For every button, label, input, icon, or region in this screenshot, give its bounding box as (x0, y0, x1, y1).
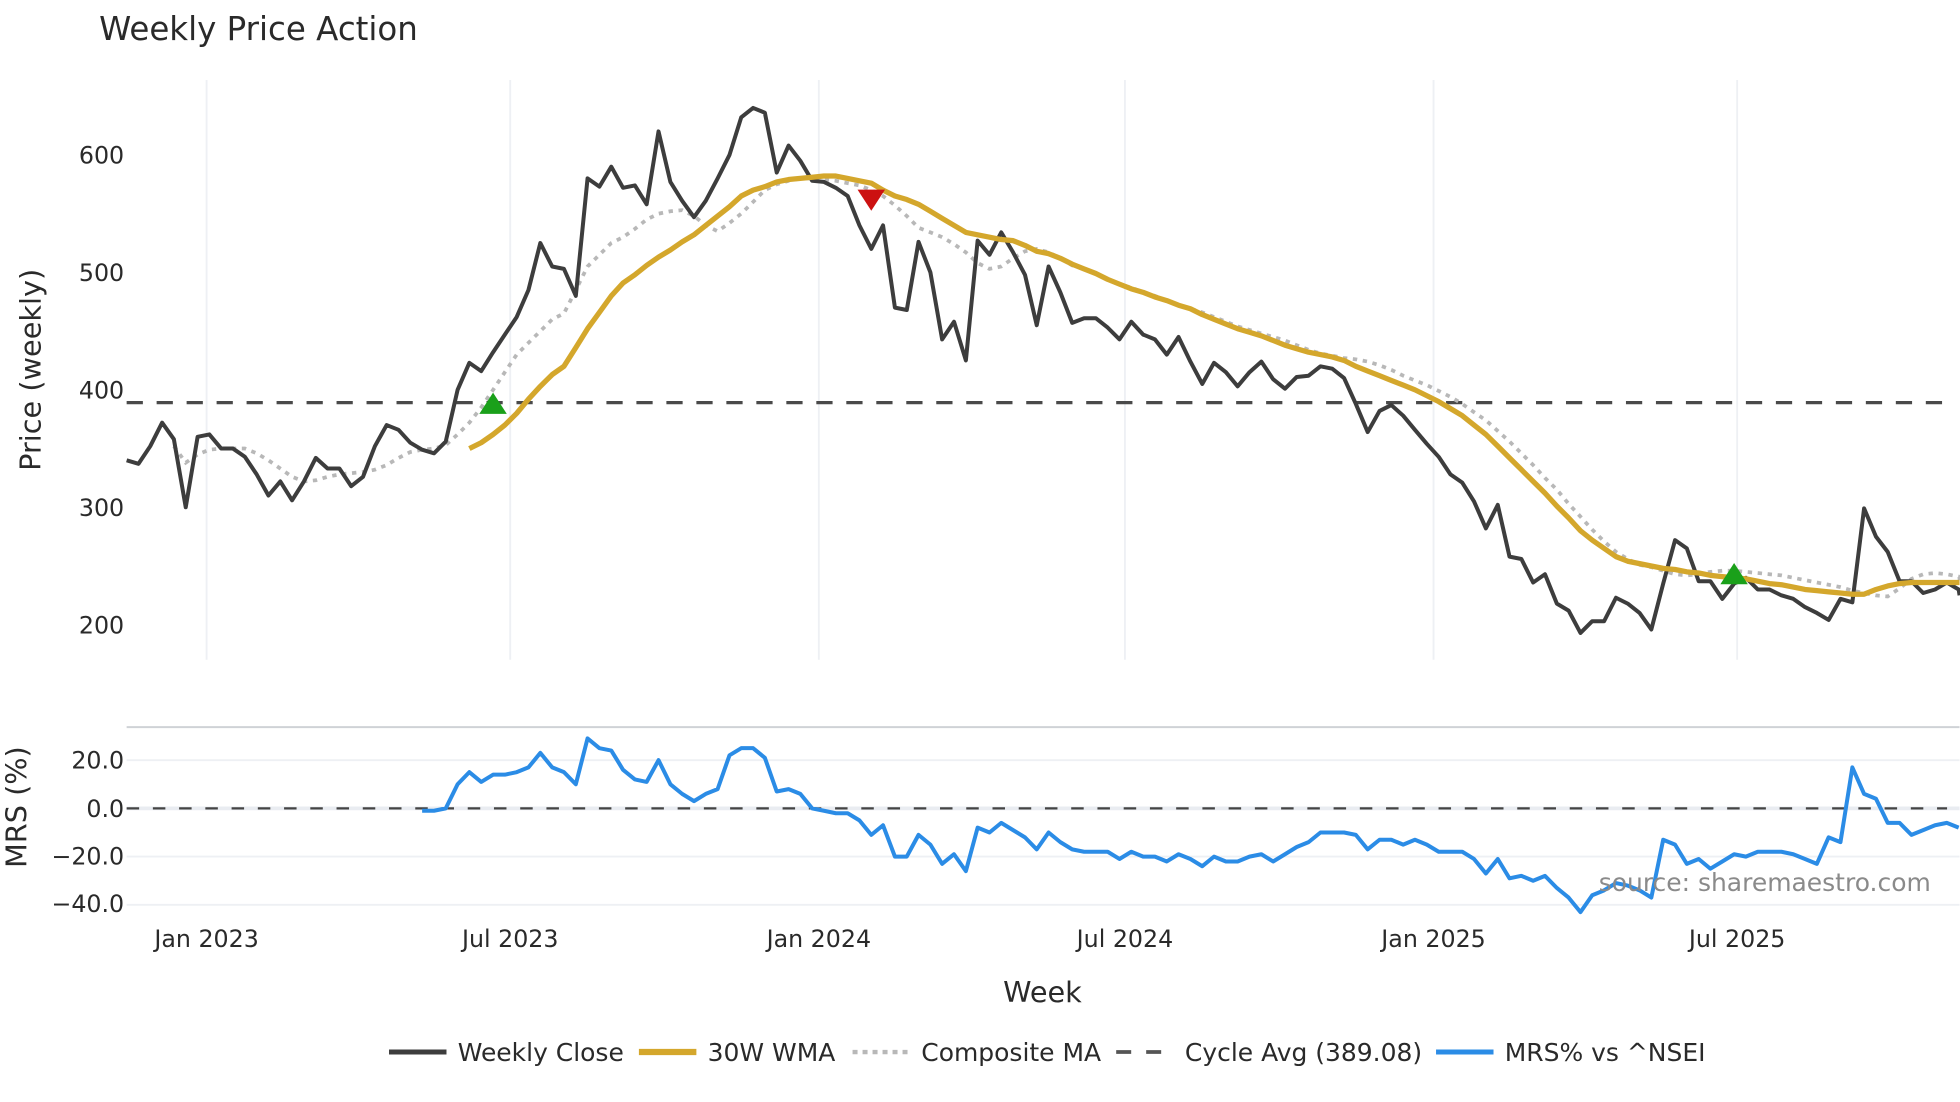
chart-title: Weekly Price Action (99, 10, 418, 48)
mrs-axis-title: MRS (%) (0, 746, 34, 868)
xtick-jan-2023: Jan 2023 (152, 925, 258, 953)
legend-label-weekly-close: Weekly Close (458, 1038, 624, 1067)
sell-signal-triangle-down-icon (857, 189, 886, 211)
legend-label-cycle-avg: Cycle Avg (389.08) (1185, 1038, 1422, 1067)
wma-30w-line (468, 173, 1960, 597)
composite-ma-line (172, 176, 1960, 599)
weekly-close-line (126, 105, 1960, 635)
legend-item-30w-wma[interactable]: 30W WMA (638, 1038, 836, 1067)
mrs-ytick-minus20: −20.0 (51, 843, 124, 871)
ytick-300: 300 (79, 494, 124, 522)
mrs-ytick-20: 20.0 (71, 746, 124, 774)
x-axis-title: Week (1003, 975, 1082, 1009)
x-ticks: Jan 2023 Jul 2023 Jan 2024 Jul 2024 Jan … (152, 925, 1785, 953)
legend-label-composite-ma: Composite MA (921, 1038, 1101, 1067)
legend-item-cycle-avg[interactable]: Cycle Avg (389.08) (1116, 1038, 1422, 1067)
ytick-400: 400 (79, 377, 124, 405)
xtick-jul-2023: Jul 2023 (460, 925, 559, 953)
source-watermark: source: sharemaestro.com (1599, 868, 1931, 897)
xtick-jul-2024: Jul 2024 (1075, 925, 1174, 953)
legend: Weekly Close 30W WMA Composite MA Cycle … (389, 1038, 1705, 1067)
price-yticks: 200 300 400 500 600 (79, 142, 124, 640)
xtick-jan-2024: Jan 2024 (765, 925, 871, 953)
signal-markers (479, 189, 1748, 585)
buy-signal-triangle-up-icon (479, 392, 507, 414)
price-grid (205, 79, 1739, 660)
xtick-jul-2025: Jul 2025 (1687, 925, 1786, 953)
price-axis-title: Price (weekly) (13, 269, 47, 471)
mrs-yticks: 20.0 0.0 −20.0 −40.0 (51, 746, 124, 918)
mrs-line (422, 736, 1960, 915)
mrs-ytick-0: 0.0 (86, 795, 124, 823)
buy-signal-triangle-up-icon (1720, 562, 1748, 585)
legend-item-composite-ma[interactable]: Composite MA (852, 1038, 1102, 1067)
legend-item-mrs[interactable]: MRS% vs ^NSEI (1436, 1038, 1705, 1067)
xtick-jan-2025: Jan 2025 (1379, 925, 1485, 953)
series-layer (126, 105, 1960, 915)
ytick-200: 200 (79, 611, 124, 639)
ytick-500: 500 (79, 259, 124, 287)
mrs-ytick-minus40: −40.0 (51, 890, 124, 918)
legend-label-30w-wma: 30W WMA (708, 1038, 836, 1067)
legend-label-mrs: MRS% vs ^NSEI (1505, 1038, 1706, 1067)
ytick-600: 600 (79, 142, 124, 170)
legend-item-weekly-close[interactable]: Weekly Close (389, 1038, 624, 1067)
